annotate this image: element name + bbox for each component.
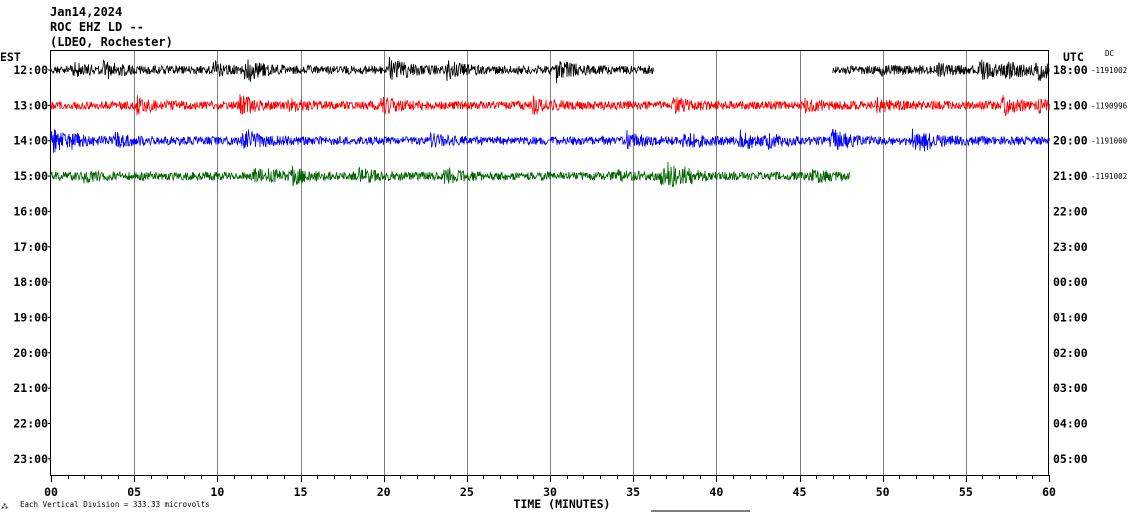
dc-label: DC bbox=[1105, 49, 1114, 58]
est-hour-label: 20:00 bbox=[13, 346, 48, 360]
est-axis-title: EST bbox=[0, 50, 21, 64]
x-tick-label-55: 55 bbox=[959, 485, 973, 499]
trace-row-1-segment-0 bbox=[50, 93, 1050, 116]
x-tick-label-05: 05 bbox=[127, 485, 141, 499]
header-network: (LDEO, Rochester) bbox=[50, 35, 173, 49]
trace-row-0-segment-1 bbox=[832, 59, 1050, 81]
est-hour-label: 18:00 bbox=[13, 275, 48, 289]
trace-row-2-segment-0 bbox=[50, 128, 1050, 153]
est-hour-label: 15:00 bbox=[13, 169, 48, 183]
utc-hour-label: 20:00 bbox=[1053, 134, 1088, 148]
est-hour-labels: 12:00 13:00 14:00 15:00 16:00 17:00 18:00 19:00… bbox=[13, 63, 51, 466]
est-hour-label: 17:00 bbox=[13, 240, 48, 254]
est-hour-label: 12:00 bbox=[13, 63, 48, 77]
est-hour-label: 21:00 bbox=[13, 381, 48, 395]
trace-row-0-segment-0 bbox=[50, 56, 654, 84]
vertical-gridlines bbox=[134, 51, 967, 475]
utc-axis-title: UTC bbox=[1063, 50, 1084, 64]
dc-offset-label: -1190996 bbox=[1091, 101, 1128, 110]
x-tick-label-00: 00 bbox=[44, 485, 58, 499]
header-station: ROC EHZ LD -- bbox=[50, 20, 144, 34]
x-tick-label-45: 45 bbox=[793, 485, 807, 499]
utc-hour-label: 21:00 bbox=[1053, 169, 1088, 183]
est-hour-label: 23:00 bbox=[13, 452, 48, 466]
utc-hour-label: 18:00 bbox=[1053, 63, 1088, 77]
x-tick-label-10: 10 bbox=[210, 485, 224, 499]
utc-hour-label: 19:00 bbox=[1053, 98, 1088, 112]
x-tick-label-50: 50 bbox=[876, 485, 890, 499]
x-tick-label-35: 35 bbox=[626, 485, 640, 499]
x-tick-label-20: 20 bbox=[377, 485, 391, 499]
x-tick-label-25: 25 bbox=[460, 485, 474, 499]
utc-hour-label: 05:00 bbox=[1053, 452, 1088, 466]
utc-hour-label: 03:00 bbox=[1053, 381, 1088, 395]
footer-note: Each Vertical Division = 333.33 microvol… bbox=[20, 500, 210, 509]
x-axis-tick-labels: 00 05 10 15 20 25 30 35 40 45 50 55 60 bbox=[44, 485, 1056, 499]
utc-hour-labels: 18:00 19:00 20:00 21:00 22:00 23:00 00:00 01:00… bbox=[1053, 63, 1088, 466]
plot-frame bbox=[50, 50, 1049, 476]
utc-hour-label: 00:00 bbox=[1053, 275, 1088, 289]
dc-offset-label: -1191002 bbox=[1091, 172, 1127, 181]
header-date: Jan14,2024 bbox=[50, 5, 122, 19]
x-axis-label: TIME (MINUTES) bbox=[514, 497, 611, 511]
x-axis-ticks bbox=[51, 475, 1050, 482]
trace-row-3-segment-0 bbox=[50, 161, 850, 188]
x-tick-label-30: 30 bbox=[543, 485, 557, 499]
est-hour-label: 19:00 bbox=[13, 310, 48, 324]
dc-offset-label: -1191002 bbox=[1091, 66, 1127, 75]
corner-mark: ⁂ bbox=[1, 502, 9, 511]
x-tick-label-15: 15 bbox=[294, 485, 308, 499]
utc-hour-label: 22:00 bbox=[1053, 204, 1088, 218]
est-hour-label: 16:00 bbox=[13, 204, 48, 218]
seismic-traces bbox=[50, 56, 1050, 188]
dc-offset-label: -1191000 bbox=[1091, 137, 1128, 146]
est-hour-label: 14:00 bbox=[13, 134, 48, 148]
utc-hour-label: 04:00 bbox=[1053, 417, 1088, 431]
x-tick-label-60: 60 bbox=[1042, 485, 1056, 499]
utc-hour-label: 23:00 bbox=[1053, 240, 1088, 254]
dc-offset-labels: -1191002 -1190996 -1191000 -1191002 bbox=[1091, 66, 1128, 181]
utc-hour-label: 02:00 bbox=[1053, 346, 1088, 360]
est-hour-label: 22:00 bbox=[13, 417, 48, 431]
est-hour-label: 13:00 bbox=[13, 98, 48, 112]
x-tick-label-40: 40 bbox=[709, 485, 723, 499]
utc-hour-label: 01:00 bbox=[1053, 310, 1088, 324]
